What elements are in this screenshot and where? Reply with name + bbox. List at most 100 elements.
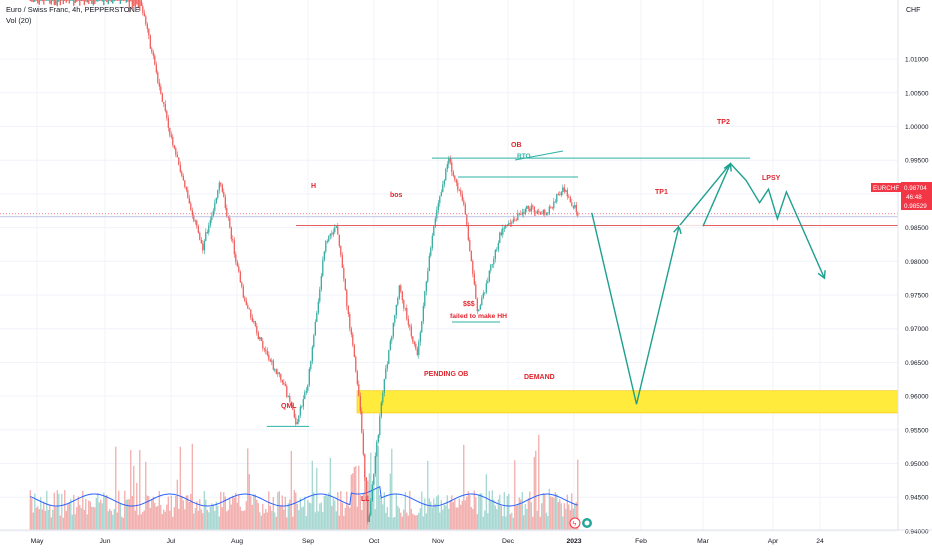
candle-body (344, 279, 346, 290)
candle-body (553, 201, 555, 209)
volume-bar (206, 509, 208, 530)
candle-body (301, 406, 303, 408)
volume-bar (283, 509, 285, 530)
candle-body (323, 251, 325, 261)
candle-body (361, 411, 363, 433)
volume-bar (121, 516, 123, 530)
volume-bar (325, 494, 327, 530)
candle-body (491, 264, 493, 266)
candle-body (556, 193, 558, 202)
candle-body (289, 396, 291, 402)
candle-body (512, 219, 514, 223)
volume-bar (419, 508, 421, 530)
volume-bar (343, 515, 345, 530)
drawings-layer[interactable] (0, 150, 898, 427)
candle-body (448, 158, 450, 165)
candle-body (106, 0, 108, 3)
candle-body (421, 321, 423, 333)
volume-bar (239, 506, 241, 530)
volume-bar (347, 505, 349, 530)
volume-bar (221, 507, 223, 530)
candle-body (527, 205, 529, 209)
candle-body (334, 227, 336, 233)
candle-body (566, 190, 568, 197)
candle-body (371, 484, 373, 502)
volume-bar (157, 505, 159, 530)
volume-bar (59, 515, 61, 530)
candle-body (206, 232, 208, 233)
volume-bar (518, 497, 520, 530)
candle-body (488, 270, 490, 282)
candle-body (32, 0, 34, 3)
candle-body (466, 214, 468, 226)
volume-bar (464, 500, 466, 530)
volume-bar (271, 510, 273, 530)
volume-bar (115, 446, 117, 530)
demand-zone-rect[interactable] (356, 390, 899, 414)
volume-bar (277, 492, 279, 530)
candle-body (298, 415, 300, 423)
candle-body (331, 233, 333, 235)
candle-body (188, 197, 190, 204)
volume-bar (545, 512, 547, 530)
time-axis[interactable]: May Jun Jul Aug Sep Oct Nov Dec 2023 Feb Mar Apr 24 (31, 538, 824, 545)
candle-body (499, 232, 501, 243)
volume-bar (130, 450, 132, 530)
candle-body (293, 410, 295, 418)
candle-body (167, 117, 169, 128)
candle-body (94, 0, 96, 5)
label-ll: LL (361, 496, 370, 503)
candle-body (446, 164, 448, 169)
volume-bar (172, 516, 174, 530)
volume-bar (497, 499, 499, 530)
volume-bar (535, 450, 537, 530)
volume-bar (568, 504, 570, 530)
candle-body (352, 334, 354, 346)
volume-bar (178, 508, 180, 530)
projection-path[interactable] (591, 162, 826, 405)
lightning-icon[interactable] (569, 517, 581, 529)
projection-line[interactable] (591, 162, 826, 405)
volume-bar (175, 495, 177, 530)
candle-body (544, 209, 546, 215)
candle-body (329, 233, 331, 236)
volume-bar (481, 493, 483, 530)
candle-body (178, 157, 180, 165)
candle-body (307, 384, 309, 391)
candle-body (238, 266, 240, 272)
candle-body (560, 192, 562, 196)
candle-body (290, 401, 292, 406)
candle-body (539, 211, 541, 214)
volume-bar (229, 497, 231, 530)
volume-bar (406, 512, 408, 530)
symbol-legend[interactable]: Euro / Swiss Franc, 4h, PEPPERSTONE (6, 5, 140, 14)
volume-bar (424, 498, 426, 530)
volume-bar (133, 465, 135, 530)
candle-body (155, 64, 157, 73)
price-axis[interactable]: 1.010001.005001.000000.995000.990000.985… (905, 57, 929, 536)
candle-body (131, 0, 133, 9)
volume-bar (43, 501, 45, 530)
candle-body (559, 194, 561, 196)
volume-bar (41, 509, 43, 530)
volume-bar (551, 497, 553, 530)
volume-bar (35, 507, 37, 530)
candle-body (211, 215, 213, 221)
demand-zone[interactable] (356, 390, 899, 414)
volume-bar (385, 512, 387, 530)
volume-bar (331, 505, 333, 530)
volume-bar (463, 444, 465, 530)
candle-body (136, 0, 138, 5)
rto-trend-line[interactable] (514, 150, 564, 161)
volume-bar (74, 514, 76, 530)
volume-bar (163, 509, 165, 530)
time-tick-label: 24 (816, 538, 824, 545)
volume-legend[interactable]: Vol (20) (6, 16, 31, 25)
candle-body (353, 345, 355, 357)
time-tick-label: Mar (697, 538, 709, 545)
volume-bar (391, 448, 393, 530)
candle-body (259, 337, 261, 340)
volume-bar (32, 512, 34, 530)
